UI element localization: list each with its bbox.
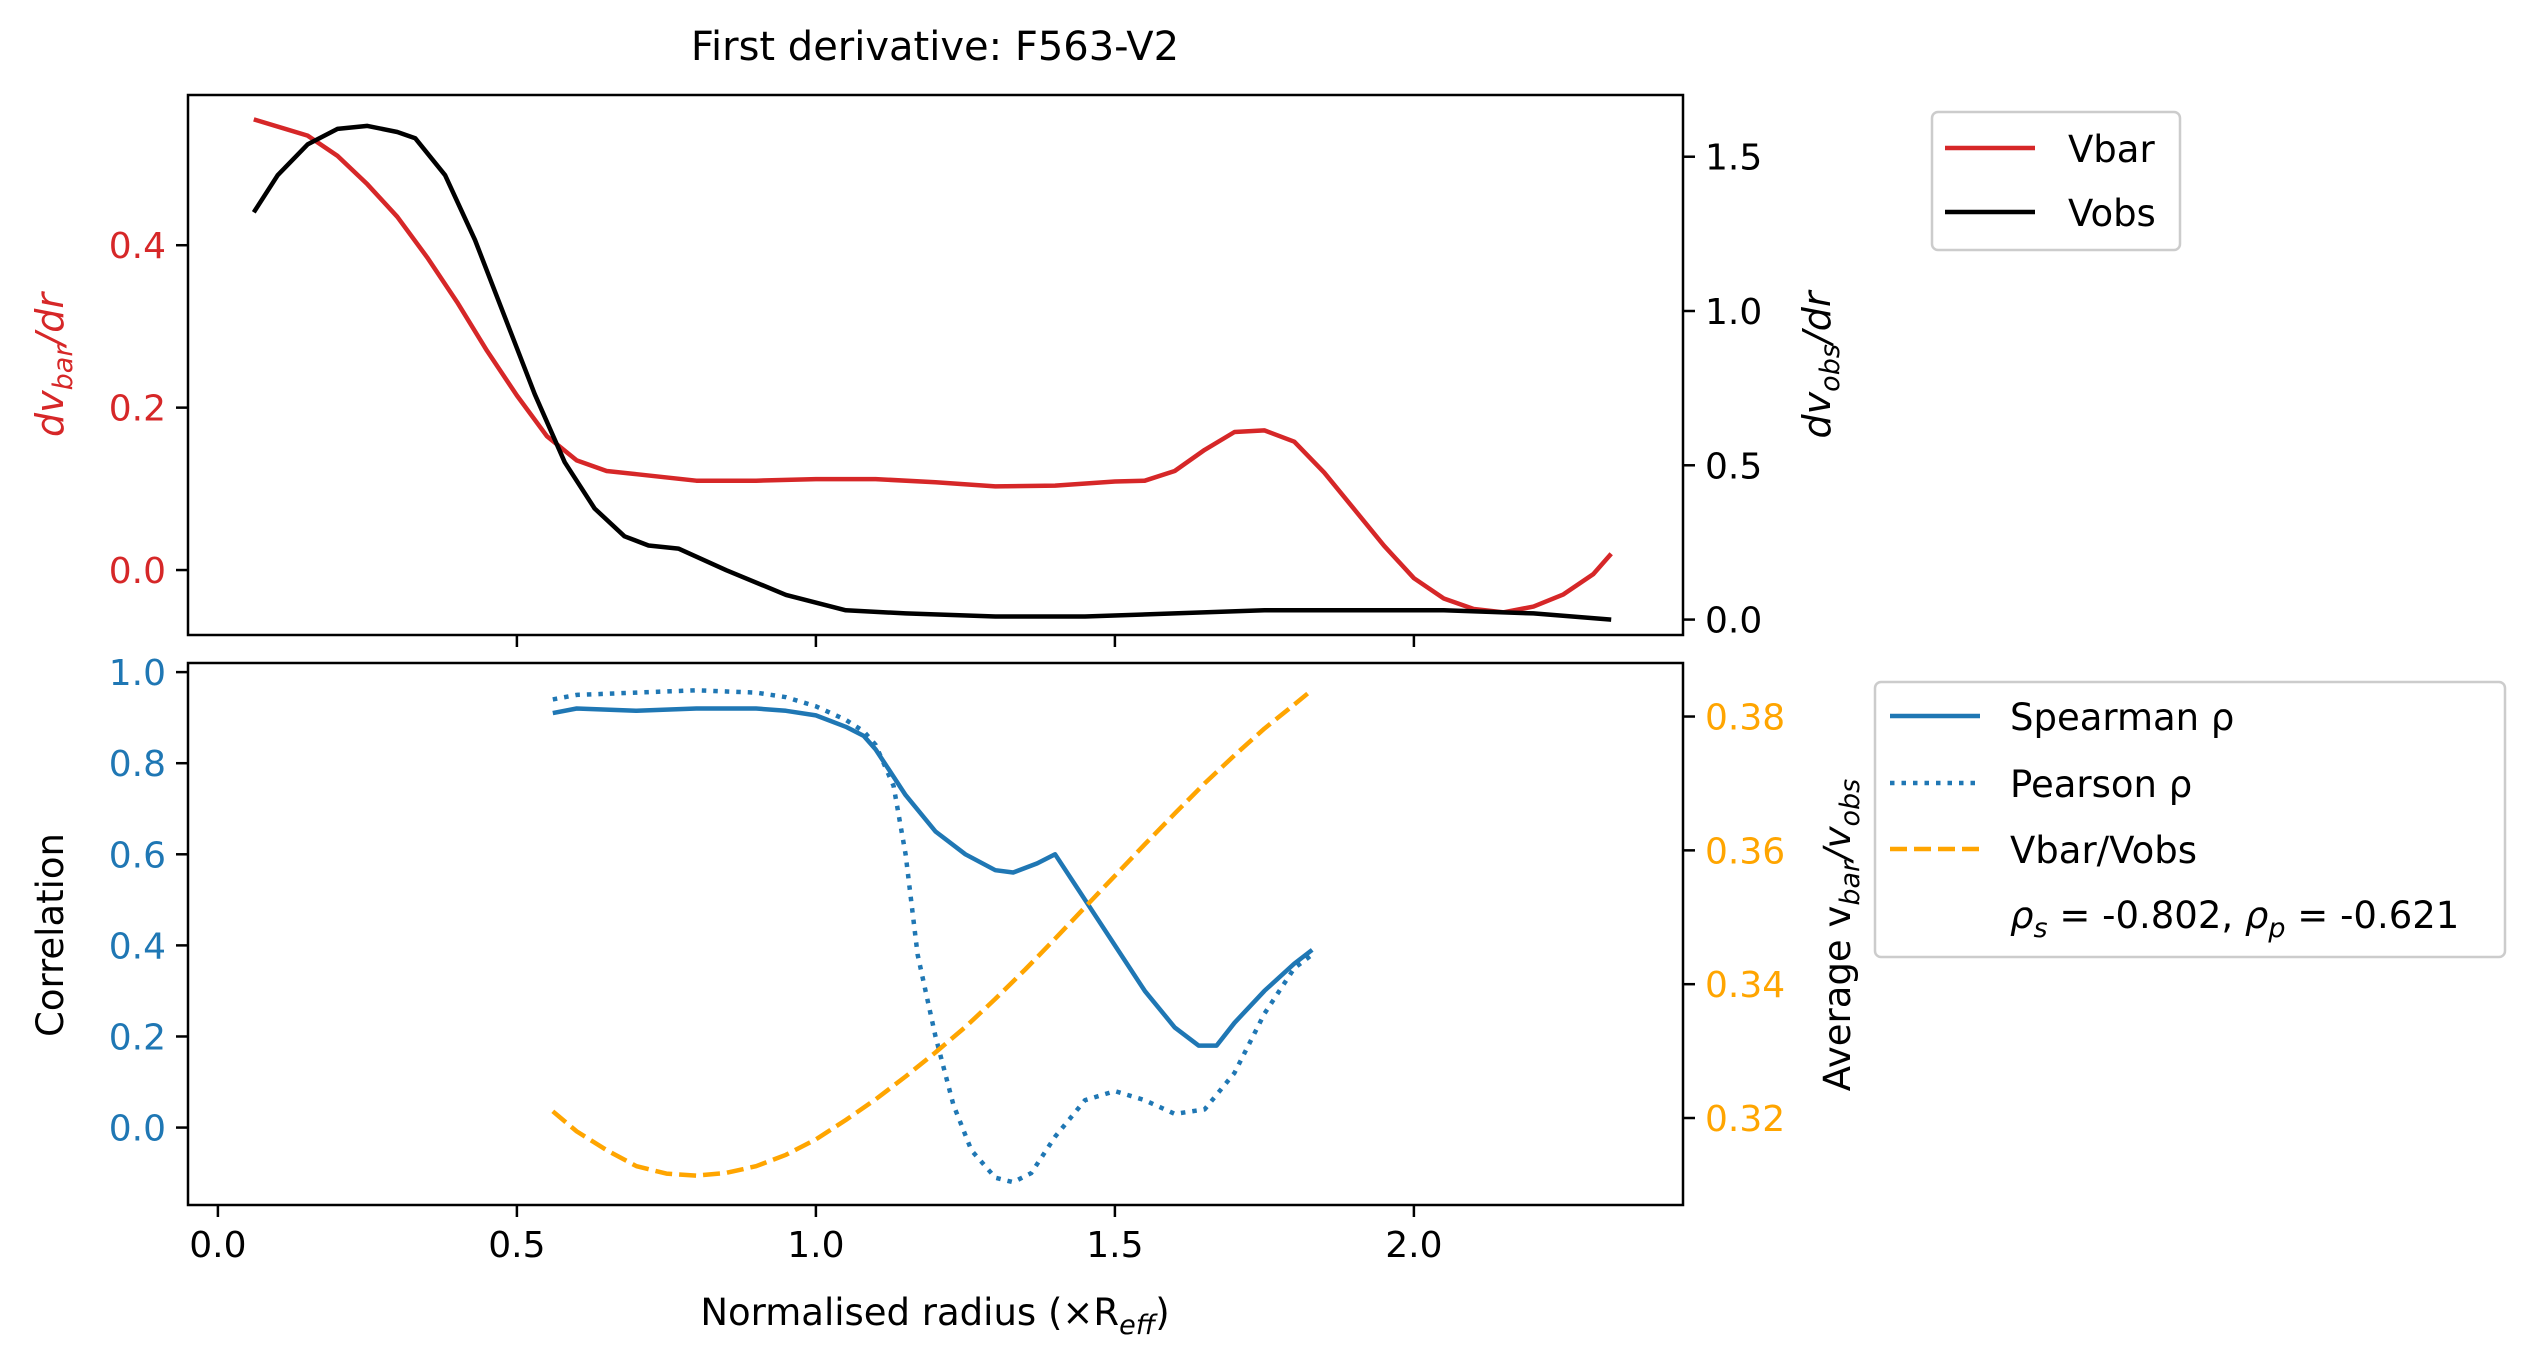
top-axes: 0.0 0.2 0.4 0.0 0.5 1.0 1.5 [109, 138, 1762, 647]
bottom-xtick-label: 1.0 [787, 1225, 844, 1266]
bottom-right-ytick-label: 0.36 [1705, 831, 1785, 872]
top-plot-frame [186, 93, 1685, 637]
bottom-left-ytick-label: 0.2 [109, 1017, 166, 1058]
top-right-ytick-label: 0.0 [1705, 601, 1762, 642]
bottom-left-ytick-label: 0.4 [109, 926, 166, 967]
top-panel: First derivative: F563-V2 0.00.20.40.00.… [28, 24, 2182, 647]
legend-label-ratio: Vbar/Vobs [2010, 829, 2197, 872]
bottom-xtick-label: 1.5 [1086, 1225, 1143, 1266]
top-right-ytick-label: 1.0 [1705, 292, 1762, 333]
top-title: First derivative: F563-V2 [691, 24, 1179, 70]
series-line-vobs [251, 123, 1612, 622]
bottom-right-ylabel: Average vbar/vobs [1816, 779, 1866, 1092]
legend-label-vbar: Vbar [2068, 128, 2155, 171]
top-left-ytick-label: 0.0 [109, 551, 166, 592]
top-series-group [251, 117, 1613, 622]
series-line-vbar [253, 117, 1613, 615]
bottom-left-ytick-label: 0.8 [109, 744, 166, 785]
top-left-ytick-label: 0.2 [109, 389, 166, 430]
legend-label-pearson: Pearson ρ [2010, 763, 2192, 806]
bottom-legend: Spearman ρ Pearson ρ Vbar/Vobs ρs = -0.8… [1873, 680, 2507, 959]
top-left-ylabel: dvbar/dr [28, 291, 79, 437]
bottom-xtick-label: 0.0 [189, 1225, 246, 1266]
legend-label-spearman: Spearman ρ [2010, 696, 2234, 739]
bottom-right-ytick-label: 0.32 [1705, 1099, 1785, 1140]
series-line-spearman [552, 706, 1314, 1048]
bottom-legend-box [1873, 680, 2507, 959]
series-line-pearson [552, 688, 1314, 1185]
bottom-right-ytick-label: 0.38 [1705, 698, 1785, 739]
bottom-left-ytick-label: 1.0 [109, 653, 166, 694]
legend-label-vobs: Vobs [2068, 192, 2156, 235]
top-right-ytick-label: 1.5 [1705, 138, 1762, 179]
bottom-left-ytick-label: 0.6 [109, 835, 166, 876]
bottom-xlabel: Normalised radius (×Reff) [700, 1291, 1169, 1341]
top-left-ytick-label: 0.4 [109, 226, 166, 267]
bottom-axes: 0.0 0.5 1.0 1.5 2.0 0.0 0.2 0.4 0.6 0.8 1.0 0.32 0.3… [109, 653, 1785, 1266]
top-right-ylabel: dvobs/dr [1795, 289, 1846, 438]
bottom-left-ylabel: Correlation [29, 833, 72, 1037]
bottom-panel: 0.0 0.5 1.0 1.5 2.0 0.0 0.2 0.4 0.6 0.8 1.0 0.32 0.3… [29, 653, 2507, 1341]
series-line-vbar-vobs [551, 688, 1314, 1178]
bottom-right-ytick-label: 0.34 [1705, 965, 1785, 1006]
bottom-xtick-label: 0.5 [488, 1225, 545, 1266]
top-right-ytick-label: 0.5 [1705, 446, 1762, 487]
top-legend: Vbar Vobs [1930, 110, 2182, 252]
bottom-xtick-label: 2.0 [1385, 1225, 1442, 1266]
bottom-left-ytick-label: 0.0 [109, 1109, 166, 1150]
legend-correlation-note: ρs = -0.802, ρp = -0.621 [2010, 894, 2459, 944]
bottom-plot-frame [186, 661, 1685, 1207]
bottom-series-group [551, 688, 1314, 1185]
